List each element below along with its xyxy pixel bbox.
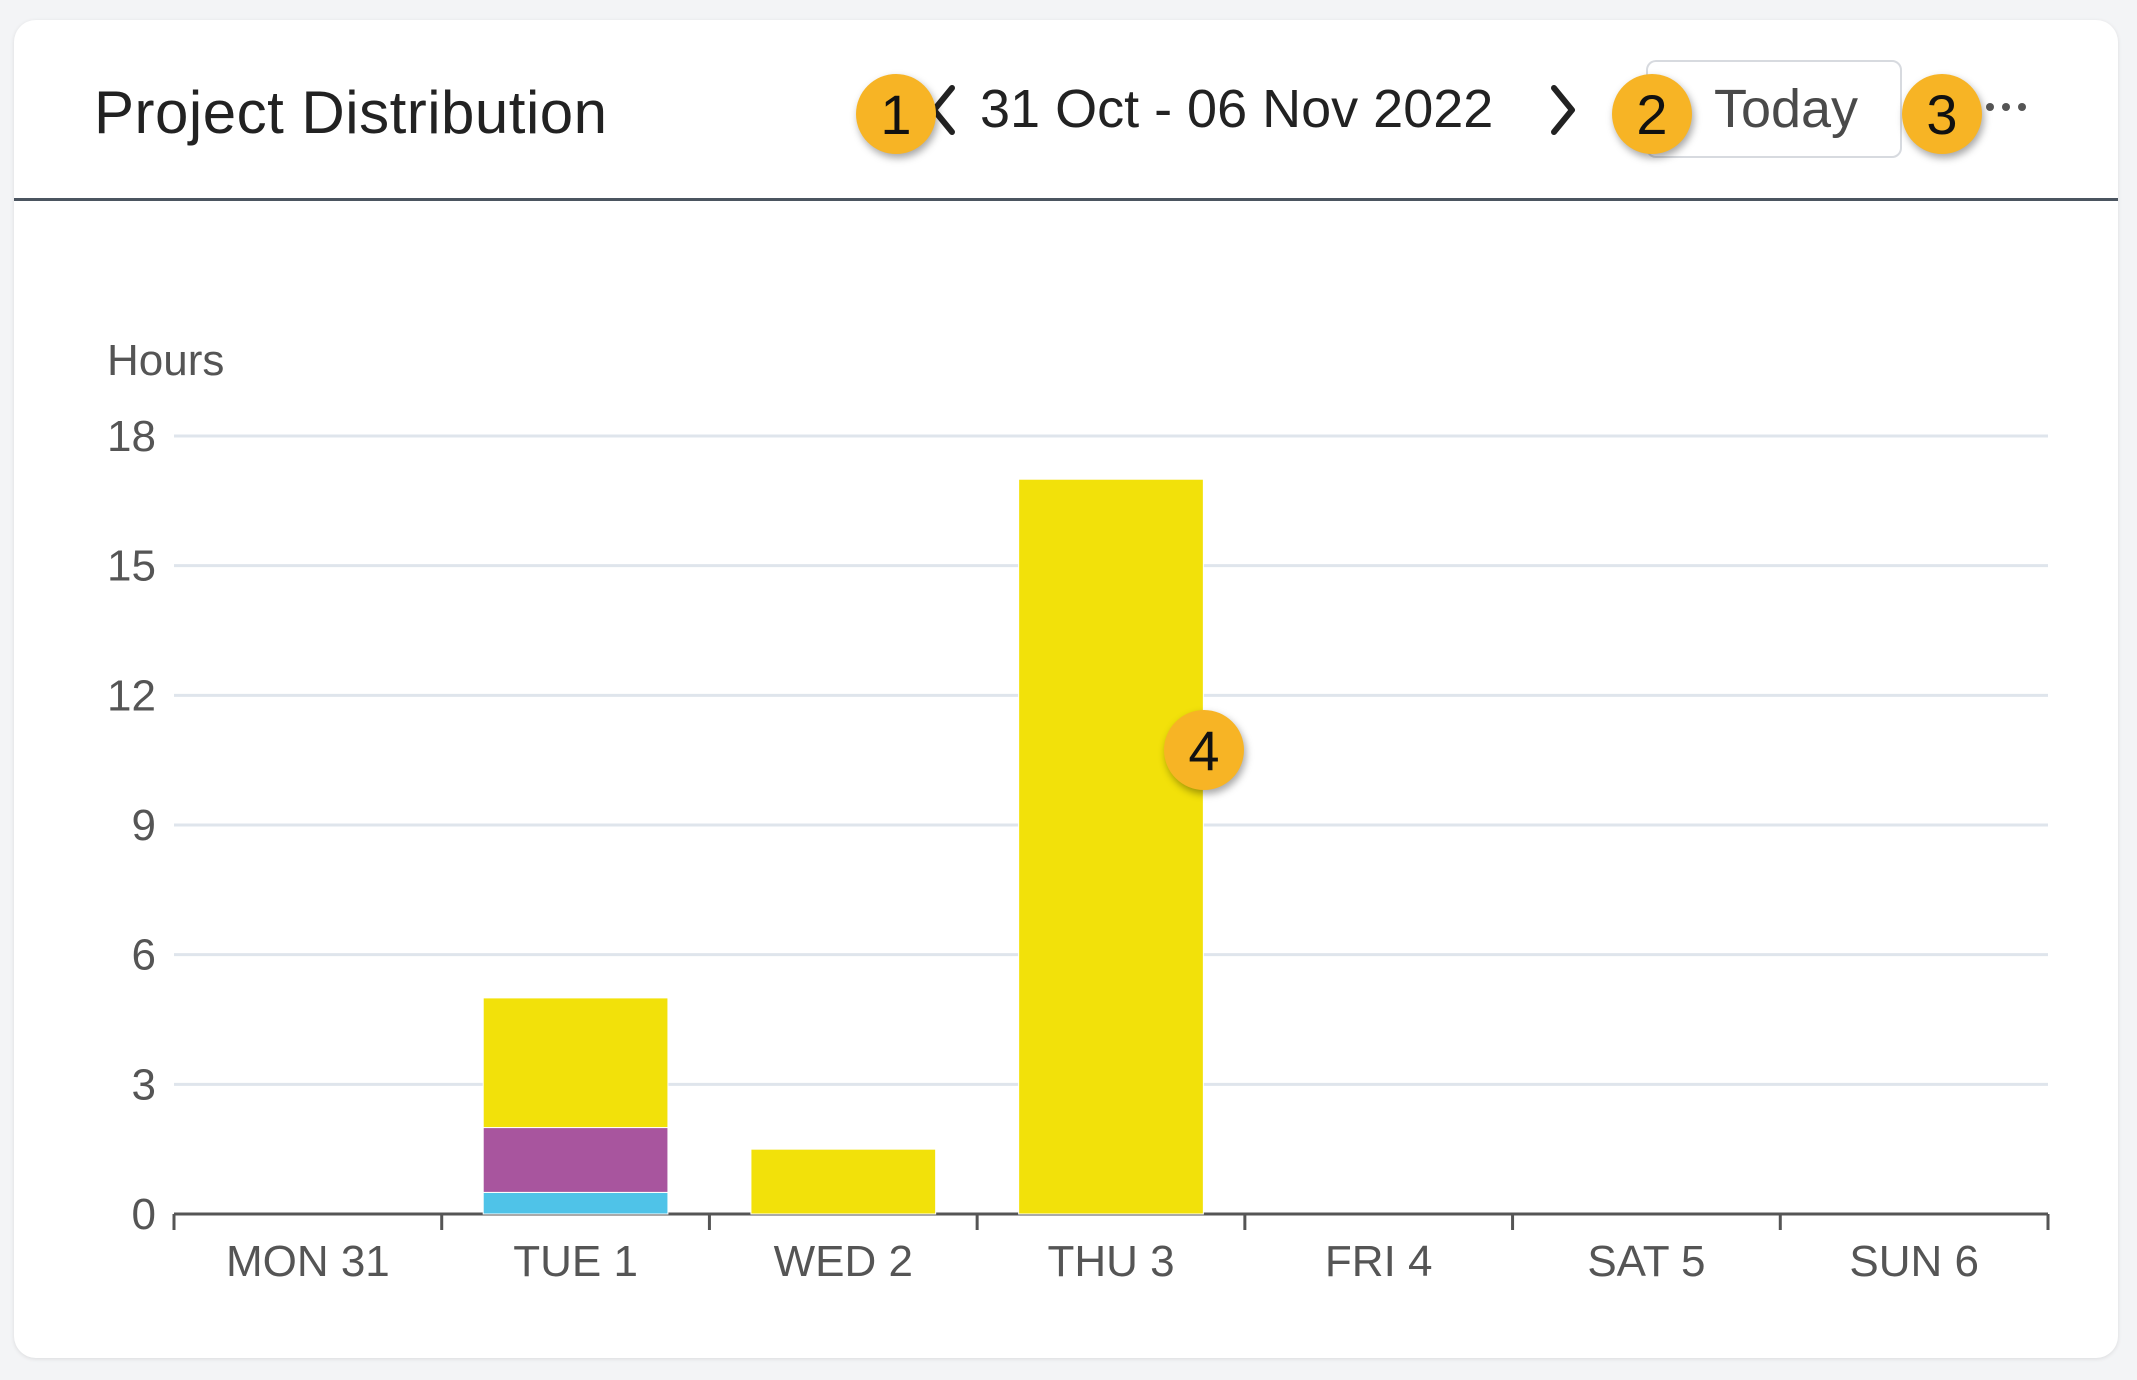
y-tick-label: 6	[132, 931, 156, 980]
bar-segment	[482, 1127, 669, 1193]
y-axis-title: Hours	[107, 336, 224, 385]
annotation-badge-1: 1	[856, 74, 936, 154]
y-tick-label: 0	[132, 1190, 156, 1239]
more-options-button[interactable]	[1972, 80, 2042, 130]
project-distribution-card: Project Distribution 31 Oct - 06 Nov 202…	[14, 20, 2118, 1358]
date-range-label: 31 Oct - 06 Nov 2022	[980, 79, 1494, 139]
card-header: Project Distribution 31 Oct - 06 Nov 202…	[14, 20, 2118, 201]
y-tick-label: 3	[132, 1060, 156, 1109]
y-tick-label: 12	[107, 671, 156, 720]
x-tick-label: FRI 4	[1325, 1237, 1433, 1286]
y-tick-label: 18	[107, 412, 156, 461]
next-week-button[interactable]	[1544, 74, 1584, 146]
x-tick-label: TUE 1	[513, 1237, 638, 1286]
bar-segment	[482, 1191, 669, 1215]
bar-segment	[750, 1148, 937, 1215]
x-tick-label: MON 31	[226, 1237, 390, 1286]
stacked-bar-chart: Hours 0 3 6 9 12 15 18 MON 31 TUE 1 WED 2 THU 3 FRI …	[107, 336, 2050, 1286]
bar-segment	[482, 997, 669, 1129]
card-title: Project Distribution	[94, 79, 608, 146]
annotation-badge-2: 2	[1612, 74, 1692, 154]
y-tick-label: 9	[132, 801, 156, 850]
more-horizontal-icon	[1986, 103, 2026, 111]
bar-segment	[1018, 478, 1204, 1215]
annotation-badge-4: 4	[1164, 710, 1244, 790]
chevron-right-icon	[1551, 85, 1575, 135]
y-tick-label: 15	[107, 542, 156, 591]
x-tick-label: WED 2	[774, 1237, 913, 1286]
x-tick-label: THU 3	[1047, 1237, 1174, 1286]
x-tick-label: SUN 6	[1849, 1237, 1979, 1286]
x-tick-label: SAT 5	[1587, 1237, 1705, 1286]
annotation-badge-3: 3	[1902, 74, 1982, 154]
